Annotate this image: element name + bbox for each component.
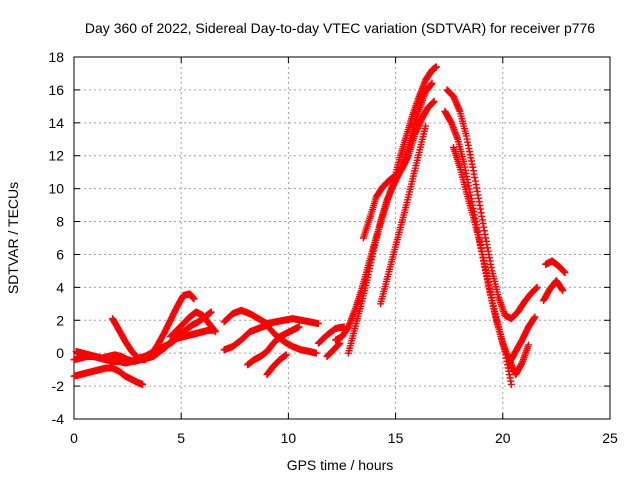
data-point	[207, 308, 215, 316]
y-tick-label: 2	[56, 312, 64, 328]
series-sat-s	[540, 277, 567, 305]
chart-title: Day 360 of 2022, Sidereal Day-to-day VTE…	[85, 20, 595, 36]
data-point	[525, 341, 533, 349]
y-axis-label: SDTVAR / TECUs	[5, 182, 21, 294]
series-sat-u	[323, 339, 344, 360]
series-sat-n	[443, 86, 541, 323]
x-tick-label: 25	[602, 430, 618, 446]
data-point	[561, 269, 569, 277]
data-point	[282, 351, 290, 359]
series-sat-l	[359, 97, 438, 242]
y-tick-label: 10	[48, 181, 64, 197]
series-sat-m	[377, 122, 430, 308]
series-sat-t	[314, 323, 348, 347]
y-tick-label: 16	[48, 82, 64, 98]
series-sat-i	[263, 351, 290, 379]
y-tick-label: 4	[56, 279, 64, 295]
grid-lines	[74, 57, 610, 419]
x-tick-label: 15	[388, 430, 404, 446]
data-point	[295, 323, 303, 331]
series-sat-f	[220, 306, 322, 328]
data-point	[422, 122, 430, 130]
data-point	[190, 295, 198, 303]
series-sat-h	[244, 323, 303, 369]
data-point	[531, 313, 539, 321]
data-point	[340, 323, 348, 331]
series-sat-p	[449, 144, 515, 388]
data-point	[428, 79, 436, 87]
data-point	[559, 287, 567, 295]
data-point	[507, 380, 515, 388]
data-point	[312, 349, 320, 357]
x-tick-label: 0	[70, 430, 78, 446]
data-point	[314, 320, 322, 328]
x-tick-label: 20	[495, 430, 511, 446]
series-sat-b	[70, 364, 147, 388]
y-tick-label: 0	[56, 345, 64, 361]
y-tick-label: -2	[52, 378, 65, 394]
series-sat-e	[166, 308, 220, 341]
y-tick-label: 8	[56, 214, 64, 230]
y-axis-ticks: -4 -2 0 2 4 6 8 10 12 14 16 18	[48, 49, 610, 427]
data-point	[533, 283, 541, 291]
data-points	[70, 63, 569, 388]
data-point	[432, 63, 440, 71]
data-point	[336, 339, 344, 347]
data-point	[212, 328, 220, 336]
plot-frame	[73, 56, 611, 420]
x-axis-label: GPS time / hours	[287, 457, 394, 473]
series-sat-d	[109, 290, 198, 364]
data-point	[430, 97, 438, 105]
x-tick-label: 10	[281, 430, 297, 446]
y-tick-label: -4	[52, 411, 65, 427]
y-tick-label: 18	[48, 49, 64, 65]
series-sat-r	[542, 257, 569, 277]
y-tick-label: 12	[48, 148, 64, 164]
data-point	[139, 380, 147, 388]
series-sat-q	[505, 313, 539, 367]
series-sat-g	[220, 321, 320, 357]
x-axis-ticks: 0 5 10 15 20 25	[70, 57, 618, 446]
x-tick-label: 5	[177, 430, 185, 446]
y-tick-label: 14	[48, 115, 64, 131]
y-tick-label: 6	[56, 246, 64, 262]
